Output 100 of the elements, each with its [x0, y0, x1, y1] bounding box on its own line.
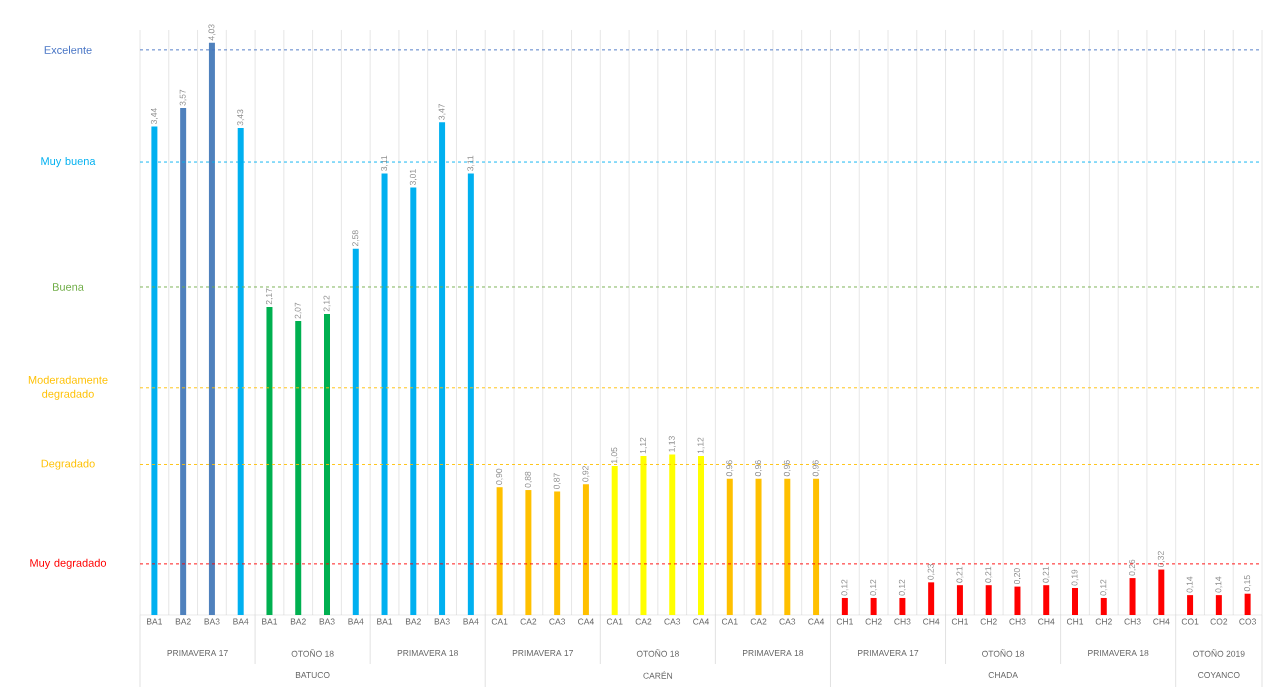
bar [352, 248, 359, 615]
bar [841, 597, 848, 615]
x-tick-label: BA2 [290, 618, 306, 625]
x-tick-label: CH3 [894, 618, 911, 625]
data-label: 1,13 [668, 436, 676, 452]
bar [324, 313, 331, 615]
data-label: 0,96 [755, 460, 763, 477]
data-label: 0,23 [927, 563, 935, 580]
bar [1129, 578, 1136, 615]
data-label: 1,05 [611, 447, 619, 464]
x-tick-label: CH2 [1095, 618, 1112, 625]
text: PRIMAVERA 17 [858, 650, 919, 656]
x-tick-label: CH1 [1066, 618, 1084, 625]
bar [985, 585, 992, 615]
x-tick-label: CA2 [635, 618, 652, 625]
x-tick-label: CA1 [491, 618, 508, 625]
data-label: 1,12 [639, 437, 647, 454]
data-label: 0,96 [783, 460, 791, 477]
bar [669, 454, 676, 615]
x-tick-label: CA3 [779, 618, 796, 625]
bar [813, 478, 820, 615]
ref-line-label: Moderadamente degradado [28, 375, 108, 400]
data-label: 2,12 [323, 295, 331, 312]
x-tick-label: CA1 [721, 618, 738, 625]
text: BATUCO [295, 672, 330, 679]
data-label: 0,12 [1100, 579, 1108, 596]
bar [295, 321, 302, 615]
bar [1014, 586, 1021, 615]
x-tick-label: CH1 [836, 618, 853, 625]
x-tick-label: BA4 [463, 618, 479, 625]
x-tick-label: CA4 [578, 618, 594, 625]
data-label: 0,88 [524, 471, 532, 488]
data-label: 0,21 [985, 566, 993, 583]
x-tick-label: BA2 [175, 618, 191, 625]
x-tick-label: CO3 [1239, 618, 1256, 625]
data-label: 0,12 [898, 579, 906, 596]
x-tick-label: CO2 [1210, 618, 1228, 625]
data-label: 1,12 [697, 437, 705, 454]
data-label: 3,11 [467, 155, 475, 171]
data-label: 0,96 [812, 460, 820, 477]
data-label: 3,11 [381, 155, 389, 171]
data-label: 0,20 [1013, 568, 1021, 585]
text: CHADA [988, 672, 1018, 679]
data-label: 3,47 [438, 103, 446, 120]
x-tick-label: BA1 [147, 618, 163, 625]
data-label: 2,58 [352, 230, 360, 247]
data-label: 0,96 [726, 460, 734, 477]
bar [1158, 569, 1165, 615]
x-tick-label: BA1 [377, 618, 393, 625]
text: PRIMAVERA 17 [512, 650, 573, 656]
x-tick-label: CH4 [1038, 618, 1055, 625]
ref-line-label: Buena [53, 283, 84, 291]
bar [726, 478, 733, 615]
bar [755, 478, 762, 615]
bar [784, 478, 791, 615]
data-label: 2,17 [265, 288, 273, 305]
x-tick-label: CH4 [1153, 618, 1170, 625]
x-tick-label: CH2 [865, 618, 882, 625]
x-tick-label: CH1 [951, 618, 969, 625]
x-tick-label: BA3 [319, 618, 335, 625]
text: OTOÑO 18 [982, 649, 1025, 657]
text: OTOÑO 2019 [1193, 649, 1245, 657]
x-tick-label: CA1 [606, 618, 623, 625]
bar [640, 455, 647, 615]
text: PRIMAVERA 18 [397, 650, 458, 657]
bar [381, 173, 388, 615]
x-tick-label: BA4 [233, 618, 249, 625]
bar [899, 597, 906, 615]
data-label: 0,32 [1157, 551, 1165, 568]
bar [496, 487, 503, 615]
x-tick-label: CA3 [549, 618, 566, 625]
data-label: 0,87 [553, 473, 561, 489]
data-label: 3,43 [237, 109, 245, 126]
x-tick-label: BA3 [204, 618, 220, 625]
ref-line-label: Degradado [41, 459, 95, 470]
data-label: 0,12 [841, 579, 849, 596]
bar [467, 173, 474, 615]
text: CARÉN [643, 671, 673, 679]
data-label: 2,07 [294, 302, 302, 319]
bar [698, 455, 704, 615]
x-tick-label: CA3 [664, 618, 681, 625]
data-label: 0,14 [1215, 576, 1223, 593]
x-tick-label: BA3 [434, 618, 450, 625]
bar [266, 306, 273, 615]
bar [582, 484, 589, 615]
x-tick-label: CH2 [980, 618, 997, 625]
x-tick-label: CA4 [693, 618, 710, 625]
bar [1100, 597, 1107, 615]
x-tick-label: CH3 [1124, 618, 1141, 625]
data-label: 0,26 [1129, 559, 1137, 576]
text: OTOÑO 18 [636, 649, 679, 657]
data-label: 3,44 [150, 108, 158, 125]
x-tick-label: BA4 [348, 618, 364, 625]
text: PRIMAVERA 18 [1088, 650, 1149, 657]
bar [1072, 588, 1079, 615]
data-label: 0,21 [1042, 566, 1050, 583]
bar [410, 187, 417, 615]
text: OTOÑO 18 [291, 649, 334, 657]
bar [870, 597, 877, 615]
data-label: 0,92 [582, 466, 590, 482]
